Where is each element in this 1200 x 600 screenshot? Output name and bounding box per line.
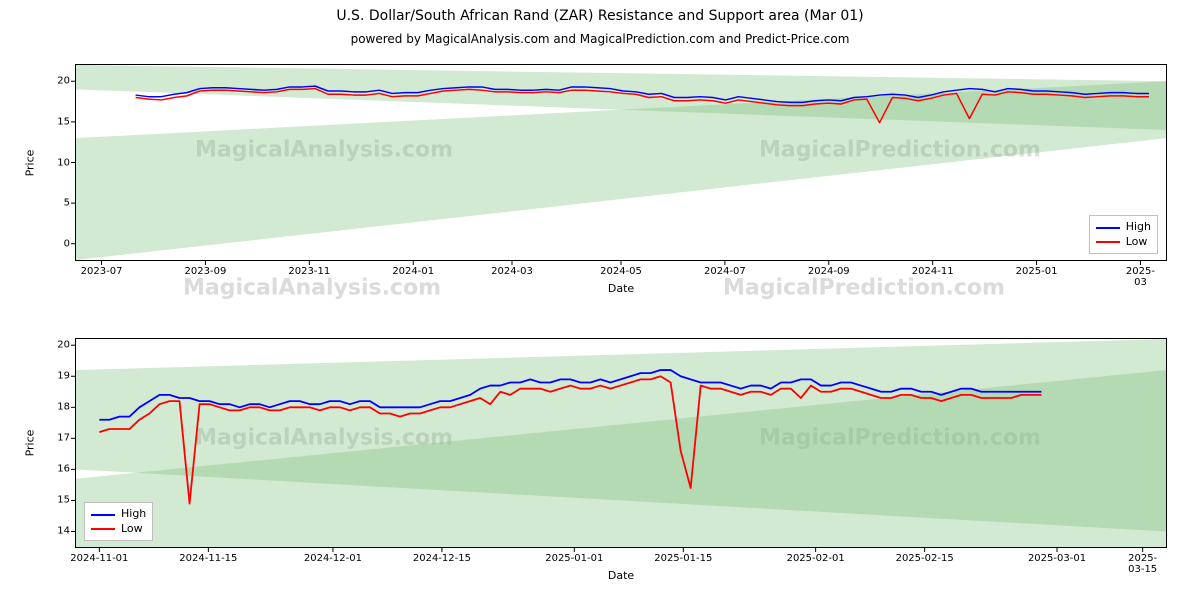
- xtick: 2024-09: [808, 260, 850, 277]
- xtick: 2025-02-15: [896, 547, 954, 564]
- watermark: MagicalAnalysis.com: [183, 276, 441, 301]
- legend-swatch: [1096, 227, 1120, 229]
- ytick: 19: [57, 371, 76, 382]
- legend-entry: High: [1096, 220, 1151, 234]
- ytick: 5: [64, 198, 76, 209]
- top-legend: HighLow: [1089, 215, 1158, 254]
- legend-swatch: [91, 514, 115, 516]
- xtick: 2025-03-01: [1028, 547, 1086, 564]
- xtick: 2023-09: [185, 260, 227, 277]
- xtick: 2024-05: [600, 260, 642, 277]
- top-chart-svg: [76, 65, 1166, 260]
- legend-swatch: [1096, 241, 1120, 243]
- xtick: 2025-01-01: [545, 547, 603, 564]
- xtick: 2024-11: [912, 260, 954, 277]
- xtick: 2024-12-01: [304, 547, 362, 564]
- legend-label: Low: [1126, 235, 1148, 249]
- xtick: 2025-02-01: [787, 547, 845, 564]
- xtick: 2024-11-01: [70, 547, 128, 564]
- legend-label: Low: [121, 522, 143, 536]
- ytick: 18: [57, 402, 76, 413]
- xtick: 2024-03: [491, 260, 533, 277]
- legend-entry: Low: [1096, 235, 1151, 249]
- xtick: 2023-07: [81, 260, 123, 277]
- ytick: 0: [64, 238, 76, 249]
- top-ylabel: Price: [24, 149, 37, 176]
- xtick: 2025-01-15: [654, 547, 712, 564]
- ytick: 15: [57, 495, 76, 506]
- ytick: 20: [57, 340, 76, 351]
- ytick: 15: [57, 116, 76, 127]
- xtick: 2024-11-15: [179, 547, 237, 564]
- watermark: MagicalPrediction.com: [723, 276, 1005, 301]
- xtick: 2025-03: [1126, 260, 1155, 288]
- legend-swatch: [91, 528, 115, 530]
- legend-entry: High: [91, 507, 146, 521]
- xtick: 2025-01: [1016, 260, 1058, 277]
- ytick: 14: [57, 526, 76, 537]
- top-xlabel: Date: [608, 282, 634, 295]
- legend-entry: Low: [91, 522, 146, 536]
- bottom-legend: HighLow: [84, 502, 153, 541]
- xtick: 2024-01: [392, 260, 434, 277]
- xtick: 2024-07: [704, 260, 746, 277]
- figure-container: U.S. Dollar/South African Rand (ZAR) Res…: [0, 0, 1200, 600]
- xtick: 2023-11: [288, 260, 330, 277]
- top-chart: Price Date HighLow 051015202023-072023-0…: [75, 64, 1167, 261]
- legend-label: High: [121, 507, 146, 521]
- legend-label: High: [1126, 220, 1151, 234]
- ytick: 16: [57, 464, 76, 475]
- ytick: 10: [57, 157, 76, 168]
- bottom-xlabel: Date: [608, 569, 634, 582]
- xtick: 2024-12-15: [413, 547, 471, 564]
- bottom-chart-svg: [76, 339, 1166, 547]
- chart-subtitle: powered by MagicalAnalysis.com and Magic…: [0, 32, 1200, 46]
- bottom-ylabel: Price: [24, 430, 37, 457]
- xtick: 2025-03-15: [1128, 547, 1157, 575]
- bottom-chart: Price Date HighLow 141516171819202024-11…: [75, 338, 1167, 548]
- ytick: 17: [57, 433, 76, 444]
- ytick: 20: [57, 76, 76, 87]
- chart-title: U.S. Dollar/South African Rand (ZAR) Res…: [0, 8, 1200, 24]
